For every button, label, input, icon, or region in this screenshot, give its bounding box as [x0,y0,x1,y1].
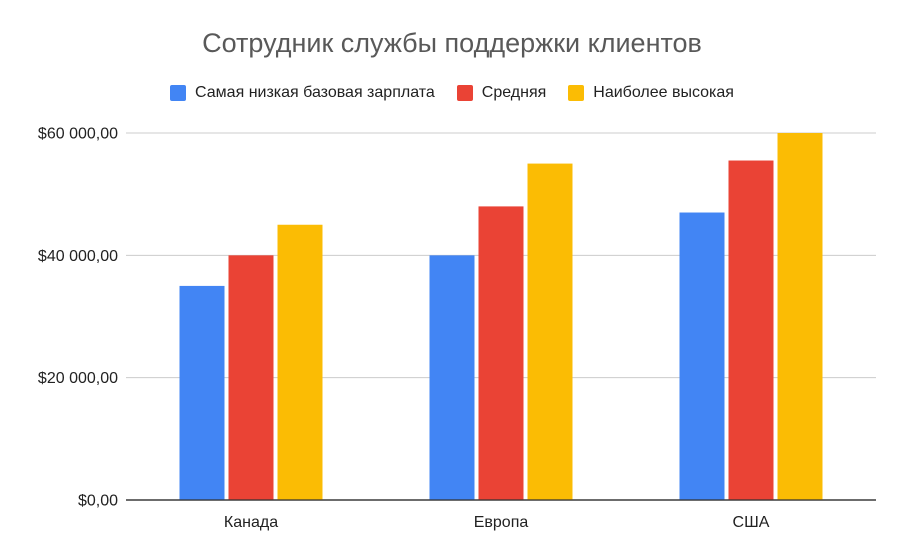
x-tick-label: США [733,514,770,531]
legend-swatch-highest [568,85,585,101]
legend-item-lowest[interactable]: Самая низкая базовая зарплата [170,84,435,102]
legend-swatch-lowest [170,85,187,101]
legend-label-average: Средняя [481,84,547,101]
bar [228,255,274,500]
bar [728,160,774,500]
bar [478,206,524,500]
y-tick-label: $60 000,00 [38,126,118,143]
legend-item-highest[interactable]: Наиболее высокая [568,84,734,102]
chart-title: Сотрудник службы поддержки клиентов [202,28,702,58]
bar [277,224,323,500]
legend-item-average[interactable]: Средняя [456,84,547,102]
legend-swatch-average [456,85,473,101]
y-tick-label: $20 000,00 [38,370,118,387]
bar [429,255,475,500]
y-tick-label: $0,00 [78,493,118,510]
bar [179,285,225,500]
legend-label-highest: Наиболее высокая [593,84,734,101]
bar [679,212,725,500]
x-tick-label: Канада [224,514,278,531]
x-tick-label: Европа [474,514,529,531]
legend: Самая низкая базовая зарплата Средняя На… [0,84,904,102]
y-tick-label: $40 000,00 [38,248,118,265]
bar [777,133,823,500]
legend-label-lowest: Самая низкая базовая зарплата [195,84,435,101]
bar [527,163,573,501]
